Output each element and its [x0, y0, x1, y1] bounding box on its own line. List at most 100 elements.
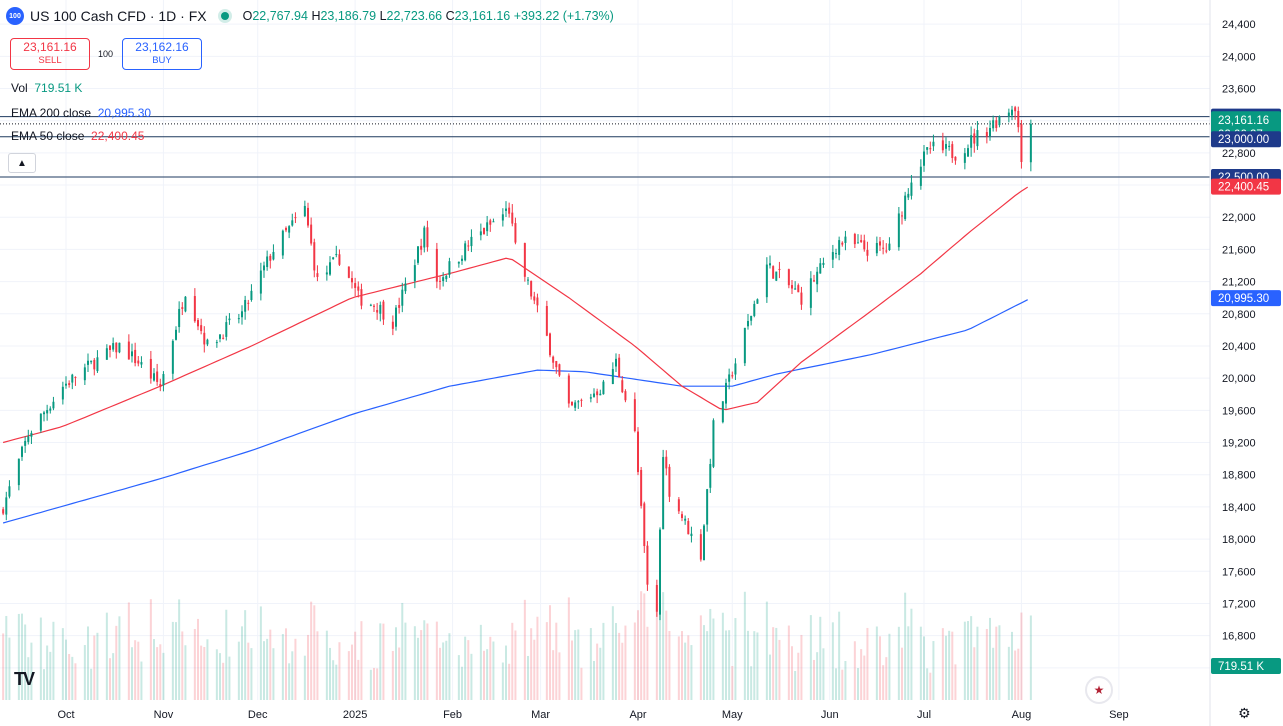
volume-bar — [423, 620, 426, 700]
price-tick-label: 16,800 — [1222, 631, 1256, 643]
candle-body — [285, 227, 287, 231]
candle-body — [753, 303, 756, 316]
volume-bar — [907, 626, 910, 700]
candle-body — [395, 307, 397, 327]
candle — [316, 265, 319, 282]
candle-body — [263, 265, 265, 271]
volume-bar — [237, 641, 240, 700]
volume-bar — [219, 653, 221, 700]
candle — [115, 342, 118, 359]
tradingview-logo[interactable]: TV — [14, 669, 35, 689]
candle — [149, 350, 152, 384]
candle-body — [668, 466, 671, 497]
candle-body — [580, 399, 583, 401]
candle — [618, 353, 621, 378]
ema50-legend[interactable]: EMA 50 close 22,400.45 — [11, 129, 145, 143]
candle-body — [288, 226, 291, 233]
volume-bar — [976, 626, 979, 700]
candle-body — [329, 262, 331, 275]
candle — [203, 326, 206, 353]
volume-bar — [838, 611, 841, 700]
volume-bar — [401, 602, 404, 700]
volume-bar — [354, 631, 357, 700]
candle — [514, 217, 517, 245]
volume-bar — [989, 617, 991, 700]
candle-body — [426, 227, 429, 248]
gear-icon[interactable]: ⚙ — [1238, 705, 1251, 721]
candle — [1029, 119, 1032, 172]
candle-body — [332, 257, 335, 260]
candle-body — [963, 153, 966, 163]
volume-bar — [149, 599, 152, 700]
candle — [332, 256, 335, 260]
candle — [860, 234, 863, 243]
volume-bar — [376, 668, 379, 700]
collapse-legend-button[interactable]: ▲ — [8, 153, 36, 173]
volume-bar — [74, 663, 77, 700]
buy-price: 23,162.16 — [135, 40, 189, 54]
candle — [93, 358, 96, 376]
candle — [533, 291, 536, 305]
candle — [467, 240, 470, 252]
candle-body — [105, 348, 108, 360]
us-flag-icon[interactable]: ★ — [1085, 676, 1113, 704]
volume-bar — [61, 628, 64, 700]
ema200-legend[interactable]: EMA 200 close 20,995.30 — [11, 106, 152, 120]
price-tick-label: 19,200 — [1222, 438, 1256, 450]
candle — [46, 404, 49, 421]
candle — [294, 212, 297, 224]
candle-body — [457, 261, 460, 264]
candle-body — [558, 364, 561, 376]
ema200-axis-label: 20,995.30 — [1211, 290, 1281, 307]
volume-bar — [998, 625, 1001, 700]
candle — [329, 256, 331, 276]
volume-bar — [313, 605, 316, 700]
sell-button[interactable]: 23,161.16 SELL — [10, 38, 90, 70]
candle — [1020, 120, 1023, 169]
symbol-title[interactable]: US 100 Cash CFD · 1D · FX — [30, 8, 207, 24]
volume-bar — [753, 631, 756, 700]
candle — [863, 234, 866, 252]
volume-bar — [599, 647, 602, 700]
candle-body — [809, 278, 812, 308]
volume-bar — [269, 629, 272, 700]
candle — [822, 257, 825, 268]
candle-body — [1011, 109, 1013, 116]
buy-button[interactable]: 23,162.16 BUY — [122, 38, 202, 70]
volume-legend[interactable]: Vol 719.51 K — [11, 81, 83, 95]
candle — [910, 174, 913, 200]
candle — [423, 225, 426, 253]
volume-bar — [772, 627, 775, 700]
candle — [285, 226, 287, 233]
candle-body — [954, 156, 957, 161]
volume-bar — [382, 623, 385, 700]
candle — [39, 413, 42, 433]
candle — [747, 314, 749, 330]
volume-bar — [523, 599, 526, 700]
price-tick-label: 24,000 — [1222, 51, 1256, 63]
volume-bar — [897, 626, 900, 700]
candle — [272, 244, 275, 261]
candle-body — [2, 509, 5, 514]
candle — [193, 288, 196, 323]
candle — [772, 265, 775, 279]
candle-body — [175, 329, 177, 340]
candle — [457, 261, 460, 268]
volume-bar — [395, 627, 397, 700]
candle-body — [30, 432, 33, 437]
candle — [794, 281, 797, 290]
candle — [778, 261, 781, 279]
volume-bar — [992, 647, 995, 700]
candle — [995, 116, 998, 132]
candle-body — [778, 268, 781, 271]
volume-bar — [24, 624, 27, 700]
candle — [237, 313, 240, 324]
candle — [181, 302, 184, 316]
candle — [105, 344, 108, 360]
volume-bar — [951, 631, 954, 700]
volume-bar — [181, 631, 184, 700]
volume-bar — [206, 639, 209, 700]
price-tick-label: 19,600 — [1222, 405, 1256, 417]
candle — [263, 261, 265, 278]
